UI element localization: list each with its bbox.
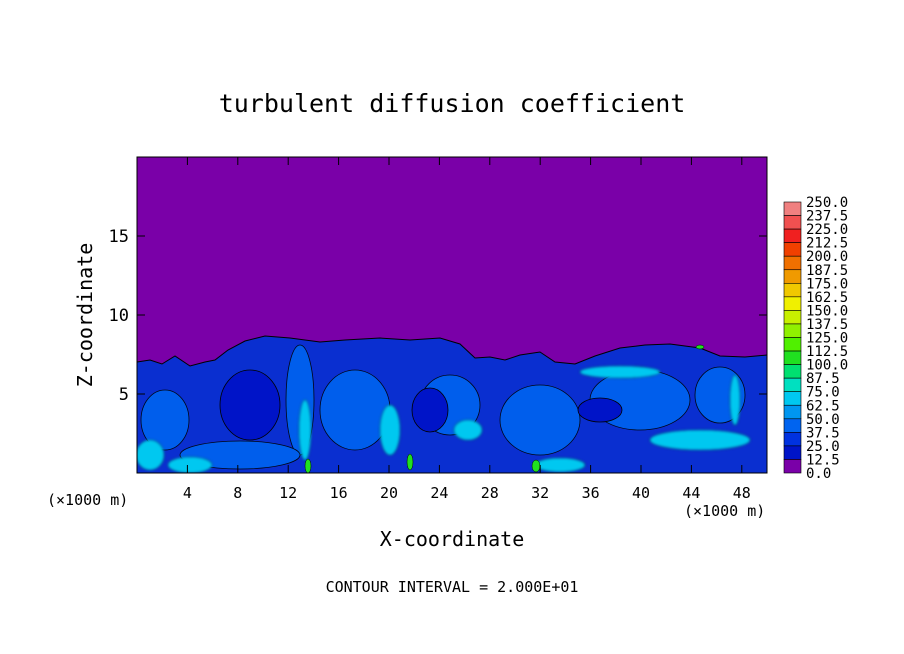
colorbar-level-label: 62.5 <box>806 398 840 414</box>
colorbar-swatch <box>783 282 802 298</box>
y-axis: 5 10 15 <box>109 227 767 405</box>
colorbar-swatch <box>783 269 802 284</box>
colorbar-level-label: 225.0 <box>806 222 848 238</box>
colorbar-swatch <box>783 418 802 433</box>
x-tick-label: 8 <box>233 484 242 502</box>
colorbar-level-label: 125.0 <box>806 331 848 347</box>
colorbar-level-label: 75.0 <box>806 385 840 401</box>
colorbar-level-label: 25.0 <box>806 439 840 455</box>
x-tick-label: 48 <box>733 484 751 502</box>
colorbar-swatch <box>783 323 802 338</box>
x-tick-label: 32 <box>531 484 549 502</box>
colorbar-swatch <box>783 337 802 352</box>
x-tick-label: 28 <box>481 484 499 502</box>
colorbar-level-label: 212.5 <box>806 236 848 252</box>
x-tick-label: 24 <box>430 484 448 502</box>
vortex-cores <box>219 369 623 441</box>
y-tick-label: 15 <box>109 227 129 247</box>
colorbar-swatch <box>783 255 802 271</box>
patches-high <box>137 365 751 473</box>
colorbar-level-label: 37.5 <box>806 425 840 441</box>
y-tick-label: 5 <box>119 385 129 405</box>
x-units-right: (×1000 m) <box>684 502 765 520</box>
x-tick-label: 16 <box>330 484 348 502</box>
x-tick-label: 4 <box>183 484 192 502</box>
colorbar-swatch <box>783 459 802 474</box>
colorbar-level-label: 250.0 <box>806 195 848 211</box>
colorbar-level-label: 87.5 <box>806 371 840 387</box>
x-tick-label: 12 <box>279 484 297 502</box>
green-spots <box>304 344 705 473</box>
colorbar: 250.0237.5225.0212.5200.0187.5175.0162.5… <box>783 195 848 482</box>
chart-title: turbulent diffusion coefficient <box>219 89 686 118</box>
colorbar-level-label: 50.0 <box>806 412 840 428</box>
colorbar-swatch <box>783 310 802 325</box>
colorbar-swatch <box>783 201 802 216</box>
colorbar-level-label: 100.0 <box>806 358 848 374</box>
colorbar-swatch <box>783 228 802 243</box>
colorbar-swatch <box>783 445 802 460</box>
colorbar-swatch <box>783 296 802 311</box>
colorbar-level-label: 187.5 <box>806 263 848 279</box>
colorbar-level-label: 150.0 <box>806 303 848 319</box>
colorbar-level-label: 137.5 <box>806 317 848 333</box>
colorbar-level-label: 237.5 <box>806 209 848 225</box>
x-tick-label: 20 <box>380 484 398 502</box>
turbulence-field <box>137 335 767 473</box>
x-units-left: (×1000 m) <box>47 491 128 509</box>
x-tick-label: 40 <box>632 484 650 502</box>
colorbar-swatch <box>783 432 802 447</box>
x-tick-label: 36 <box>582 484 600 502</box>
y-axis-label: Z-coordinate <box>73 243 97 388</box>
colorbar-level-label: 175.0 <box>806 276 848 292</box>
colorbar-swatch <box>783 377 802 392</box>
colorbar-swatch <box>783 391 802 406</box>
colorbar-swatch <box>783 404 802 420</box>
colorbar-swatch <box>783 364 802 379</box>
y-tick-label: 10 <box>109 306 129 326</box>
colorbar-level-label: 12.5 <box>806 452 840 468</box>
colorbar-level-label: 112.5 <box>806 344 848 360</box>
contour-interval-note: CONTOUR INTERVAL = 2.000E+01 <box>326 578 579 596</box>
colorbar-swatch <box>783 215 802 230</box>
x-tick-label: 44 <box>682 484 700 502</box>
colorbar-level-label: 0.0 <box>806 466 831 482</box>
colorbar-swatch <box>783 242 802 257</box>
colorbar-level-label: 162.5 <box>806 290 848 306</box>
x-axis: 4 8 12 16 20 24 28 32 36 40 44 48 <box>183 157 751 502</box>
x-axis-label: X-coordinate <box>380 527 525 551</box>
colorbar-swatch <box>783 350 802 365</box>
colorbar-level-label: 200.0 <box>806 249 848 265</box>
